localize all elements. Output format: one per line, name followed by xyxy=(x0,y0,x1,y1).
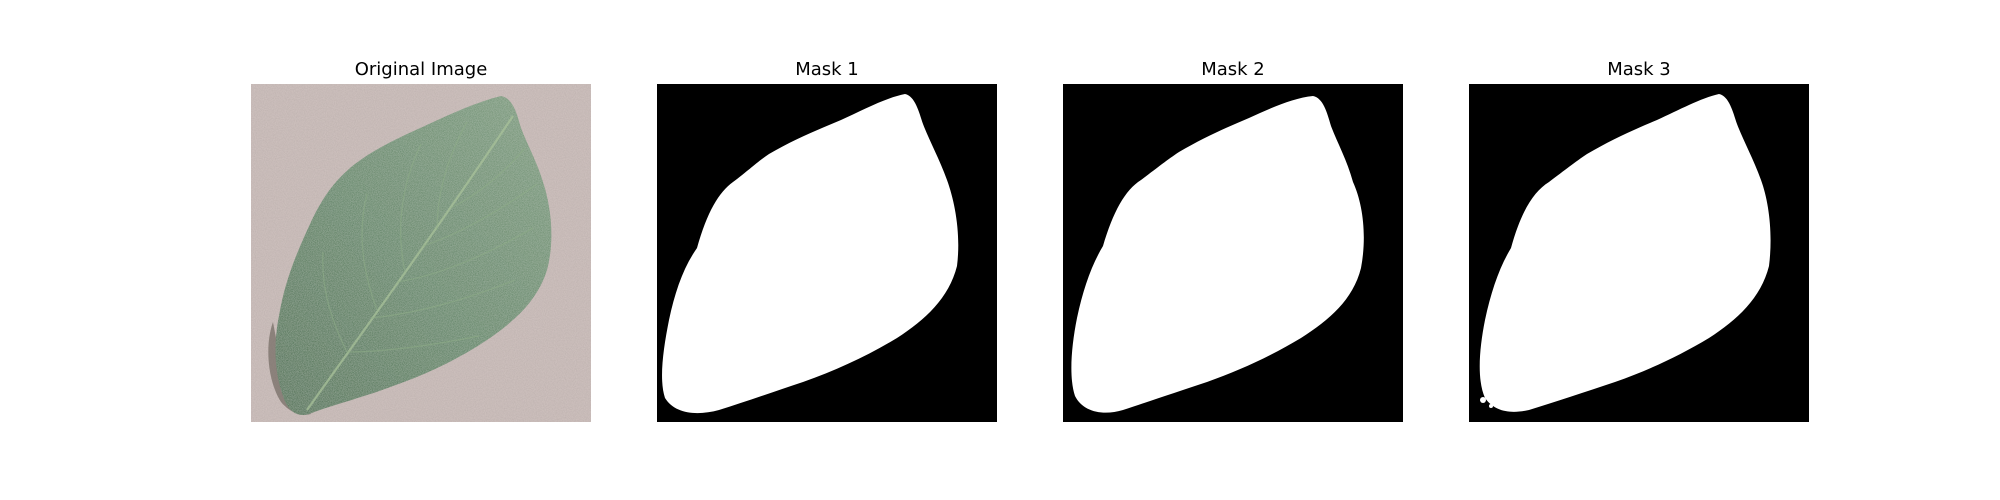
leaf-blade xyxy=(275,96,552,416)
mask-1-image xyxy=(657,84,997,422)
mask-1-leaf-region xyxy=(662,94,959,414)
panel-title: Mask 2 xyxy=(1201,59,1265,80)
panel-title: Original Image xyxy=(354,59,488,80)
mask-3-image xyxy=(1469,84,1809,422)
mask-3-speck xyxy=(1480,397,1486,403)
original-leaf-photo xyxy=(251,84,591,422)
leaf-veins xyxy=(322,121,538,353)
panel-mask-3: Mask 3 xyxy=(1469,0,1809,500)
mask-3-speck xyxy=(1489,404,1493,408)
panel-title: Mask 1 xyxy=(795,59,859,80)
mask-3-leaf-region xyxy=(1479,94,1771,412)
panel-original-image: Original Image xyxy=(251,0,591,500)
panel-title: Mask 3 xyxy=(1607,59,1671,80)
mask-2-image xyxy=(1063,84,1403,422)
panel-mask-1: Mask 1 xyxy=(657,0,997,500)
panel-mask-2: Mask 2 xyxy=(1063,0,1403,500)
mask-2-leaf-region xyxy=(1071,96,1364,413)
leaf-shadow xyxy=(268,322,311,415)
